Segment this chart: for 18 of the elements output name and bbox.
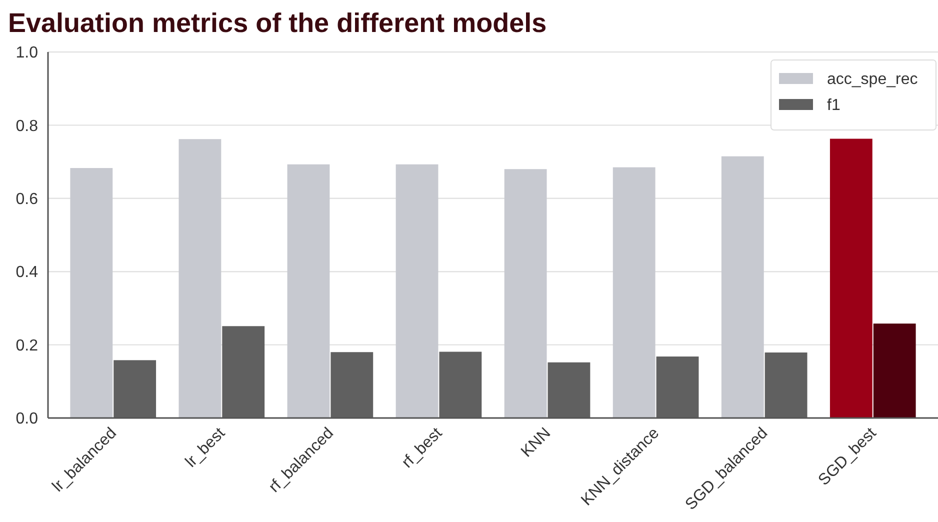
bar [612, 167, 656, 418]
bar [287, 164, 330, 418]
legend-label: acc_spe_rec [827, 71, 918, 88]
y-tick-label: 1.0 [16, 44, 38, 62]
bar [873, 324, 916, 418]
y-tick-label: 0.4 [16, 264, 38, 282]
bar [721, 156, 764, 418]
y-tick-label: 0.2 [16, 337, 38, 354]
y-tick-label: 0.0 [16, 410, 38, 428]
bar [504, 169, 547, 418]
bar [178, 139, 222, 418]
legend-label: f1 [827, 97, 840, 114]
chart-title: Evaluation metrics of the different models [8, 8, 547, 38]
y-tick-label: 0.8 [16, 118, 38, 135]
bar [830, 138, 872, 418]
y-tick-label: 0.6 [16, 191, 38, 208]
bar [70, 168, 113, 418]
bar [396, 164, 438, 418]
